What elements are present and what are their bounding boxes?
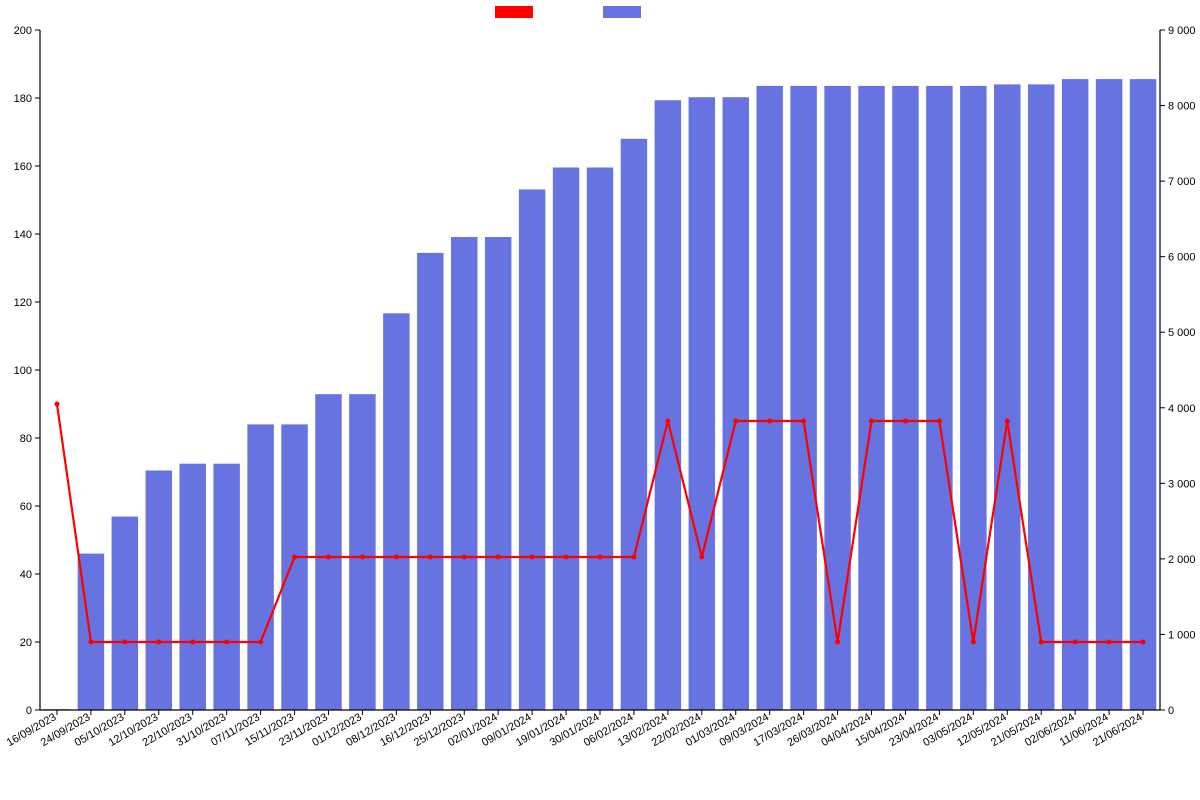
bar bbox=[858, 86, 884, 710]
ylabel-right: 3 000 bbox=[1168, 478, 1196, 490]
line-marker bbox=[1073, 640, 1078, 645]
line-marker bbox=[1005, 419, 1010, 424]
line-marker bbox=[869, 419, 874, 424]
bar bbox=[112, 517, 138, 710]
ylabel-left: 0 bbox=[26, 705, 32, 717]
bar bbox=[213, 464, 239, 710]
line-marker bbox=[530, 555, 535, 560]
bar bbox=[315, 394, 341, 710]
line-marker bbox=[801, 419, 806, 424]
line-marker bbox=[1039, 640, 1044, 645]
line-marker bbox=[394, 555, 399, 560]
line-marker bbox=[190, 640, 195, 645]
ylabel-left: 160 bbox=[14, 161, 32, 173]
line-marker bbox=[122, 640, 127, 645]
line-marker bbox=[971, 640, 976, 645]
bar bbox=[1096, 79, 1122, 710]
line-marker bbox=[258, 640, 263, 645]
ylabel-left: 20 bbox=[20, 637, 32, 649]
line-marker bbox=[564, 555, 569, 560]
bar bbox=[756, 86, 782, 710]
line-marker bbox=[88, 640, 93, 645]
ylabel-left: 200 bbox=[14, 25, 32, 37]
ylabel-right: 7 000 bbox=[1168, 176, 1196, 188]
chart-svg: 0 20 40 60 80 100 120 140 160 180 200 0 1 000 2 000 3 … bbox=[0, 0, 1200, 800]
line-marker bbox=[156, 640, 161, 645]
ylabel-left: 80 bbox=[20, 433, 32, 445]
bar bbox=[281, 424, 307, 710]
bar bbox=[179, 464, 205, 710]
ylabel-right: 9 000 bbox=[1168, 25, 1196, 37]
bar bbox=[417, 253, 443, 710]
line-marker bbox=[903, 419, 908, 424]
bar bbox=[1130, 79, 1156, 710]
ylabel-left: 140 bbox=[14, 229, 32, 241]
line-marker bbox=[292, 555, 297, 560]
bar bbox=[892, 86, 918, 710]
line-marker bbox=[224, 640, 229, 645]
bar bbox=[790, 86, 816, 710]
ylabel-right: 2 000 bbox=[1168, 554, 1196, 566]
bar bbox=[349, 394, 375, 710]
line-marker bbox=[835, 640, 840, 645]
line-marker bbox=[54, 402, 59, 407]
bar bbox=[689, 97, 715, 710]
bar bbox=[1062, 79, 1088, 710]
bar bbox=[1028, 84, 1054, 710]
line-marker bbox=[496, 555, 501, 560]
bar bbox=[519, 189, 545, 710]
bar bbox=[451, 237, 477, 710]
line-marker bbox=[326, 555, 331, 560]
bar bbox=[994, 84, 1020, 710]
line-marker bbox=[360, 555, 365, 560]
ylabel-right: 6 000 bbox=[1168, 252, 1196, 264]
bar bbox=[723, 97, 749, 710]
bar bbox=[146, 470, 172, 710]
bar bbox=[621, 139, 647, 710]
ylabel-right: 5 000 bbox=[1168, 327, 1196, 339]
line-marker bbox=[428, 555, 433, 560]
line-marker bbox=[665, 419, 670, 424]
line-marker bbox=[733, 419, 738, 424]
combo-chart: 0 20 40 60 80 100 120 140 160 180 200 0 1 000 2 000 3 … bbox=[0, 0, 1200, 800]
line-marker bbox=[1141, 640, 1146, 645]
bar bbox=[587, 168, 613, 710]
bar bbox=[655, 100, 681, 710]
ylabel-right: 1 000 bbox=[1168, 629, 1196, 641]
legend-swatch bbox=[495, 6, 533, 18]
ylabel-right: 4 000 bbox=[1168, 403, 1196, 415]
line-marker bbox=[1107, 640, 1112, 645]
bar bbox=[824, 86, 850, 710]
bar bbox=[383, 313, 409, 710]
ylabel-left: 180 bbox=[14, 93, 32, 105]
ylabel-right: 0 bbox=[1168, 705, 1174, 717]
ylabel-left: 100 bbox=[14, 365, 32, 377]
line-marker bbox=[598, 555, 603, 560]
line-marker bbox=[937, 419, 942, 424]
bar bbox=[926, 86, 952, 710]
legend-swatch bbox=[603, 6, 641, 18]
bar bbox=[553, 168, 579, 710]
ylabel-right: 8 000 bbox=[1168, 101, 1196, 113]
ylabel-left: 120 bbox=[14, 297, 32, 309]
line-marker bbox=[699, 555, 704, 560]
line-marker bbox=[462, 555, 467, 560]
line-marker bbox=[631, 555, 636, 560]
bar bbox=[960, 86, 986, 710]
line-marker bbox=[767, 419, 772, 424]
bar bbox=[247, 424, 273, 710]
ylabel-left: 60 bbox=[20, 501, 32, 513]
ylabel-left: 40 bbox=[20, 569, 32, 581]
bar bbox=[485, 237, 511, 710]
